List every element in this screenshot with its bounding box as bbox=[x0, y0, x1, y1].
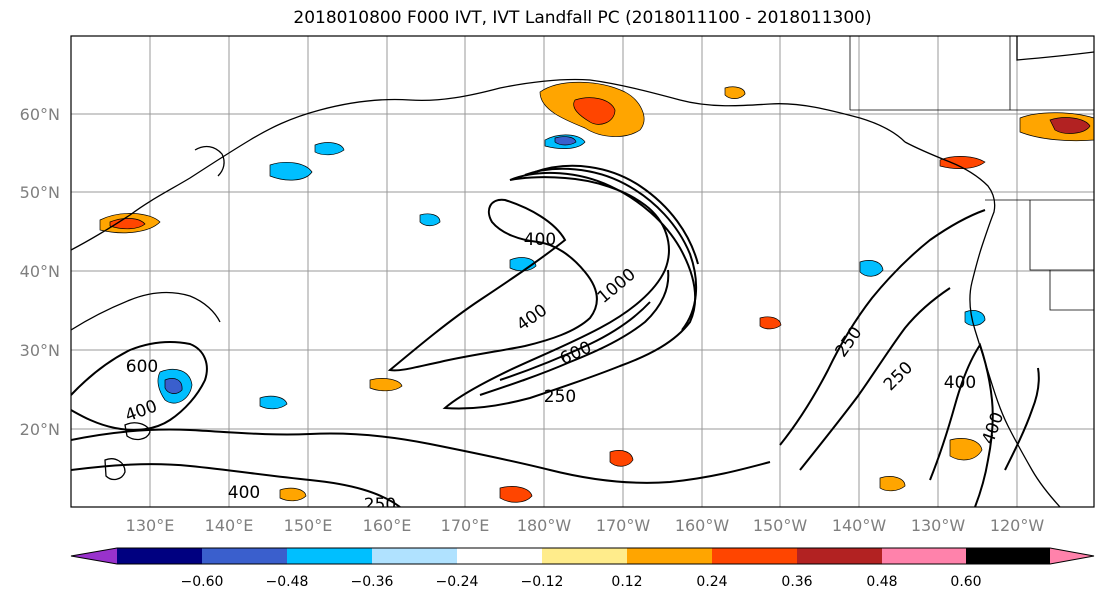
contour-label: 600 bbox=[126, 357, 158, 377]
lon-label: 170°E bbox=[441, 516, 490, 535]
colorbar-outline bbox=[70, 547, 1095, 565]
lon-label: 160°E bbox=[363, 516, 412, 535]
lon-label: 150°E bbox=[284, 516, 333, 535]
colorbar-segment bbox=[287, 548, 372, 564]
lon-label: 170°W bbox=[596, 516, 651, 535]
colorbar-tick-label: 0.48 bbox=[866, 574, 897, 590]
colorbar-tick-label: −0.36 bbox=[351, 574, 394, 590]
colorbar-tick-label: 0.12 bbox=[611, 574, 642, 590]
ivt-contours bbox=[71, 164, 1040, 507]
colorbar-tick-label: 0.24 bbox=[696, 574, 727, 590]
lat-label: 40°N bbox=[20, 262, 60, 281]
colorbar-tick-label: −0.24 bbox=[436, 574, 479, 590]
colorbar-segment bbox=[457, 548, 542, 564]
colorbar-segment bbox=[372, 548, 457, 564]
lon-label: 130°E bbox=[126, 516, 175, 535]
lon-label: 140°W bbox=[832, 516, 887, 535]
colorbar-tick-label: −0.12 bbox=[521, 574, 564, 590]
lon-label: 120°W bbox=[990, 516, 1045, 535]
colorbar-tick-label: 0.36 bbox=[781, 574, 812, 590]
coastlines bbox=[71, 36, 1094, 507]
colorbar-segment bbox=[542, 548, 627, 564]
contour-label: 400 bbox=[228, 483, 260, 503]
lon-label: 150°W bbox=[753, 516, 808, 535]
colorbar: −0.60 −0.48 −0.36 −0.24 −0.12 0.12 0.24 … bbox=[70, 547, 1095, 590]
colorbar-tick-label: −0.48 bbox=[266, 574, 309, 590]
political-boundaries bbox=[849, 36, 1094, 311]
figure-title: 2018010800 F000 IVT, IVT Landfall PC (20… bbox=[293, 8, 872, 28]
lat-label: 30°N bbox=[20, 341, 60, 360]
colorbar-extend-high bbox=[1050, 548, 1094, 564]
colorbar-segment bbox=[797, 548, 882, 564]
contour-label: 400 bbox=[944, 373, 976, 393]
contour-label: 250 bbox=[544, 387, 576, 407]
lat-label: 60°N bbox=[20, 105, 60, 124]
colorbar-segment bbox=[202, 548, 287, 564]
lon-label: 130°W bbox=[911, 516, 966, 535]
lat-label: 50°N bbox=[20, 183, 60, 202]
latitude-labels: 60°N 50°N 40°N 30°N 20°N bbox=[20, 105, 60, 439]
lon-label: 140°E bbox=[205, 516, 254, 535]
colorbar-segment bbox=[627, 548, 712, 564]
colorbar-tick-label: 0.60 bbox=[950, 574, 981, 590]
colorbar-segment bbox=[966, 548, 1050, 564]
map-panel: 400 1000 400 600 250 600 400 400 250 250… bbox=[70, 35, 1095, 515]
lon-label: 160°W bbox=[675, 516, 730, 535]
colorbar-tick-label: −0.60 bbox=[181, 574, 224, 590]
longitude-labels: 130°E 140°E 150°E 160°E 170°E 180°W 170°… bbox=[126, 516, 1045, 535]
colorbar-extend-low bbox=[71, 548, 117, 564]
pc-shading bbox=[99, 81, 1094, 503]
colorbar-segment bbox=[882, 548, 966, 564]
contour-label: 250 bbox=[364, 495, 396, 515]
colorbar-segment bbox=[117, 548, 202, 564]
contour-label: 400 bbox=[524, 230, 556, 250]
colorbar-segment bbox=[712, 548, 797, 564]
lat-label: 20°N bbox=[20, 420, 60, 439]
map-frame bbox=[70, 35, 1095, 508]
lon-label: 180°W bbox=[517, 516, 572, 535]
